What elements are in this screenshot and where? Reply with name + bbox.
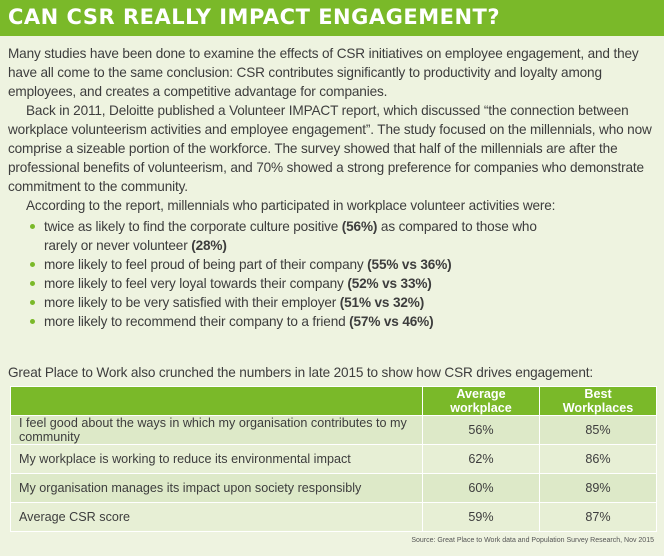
cell-best: 85% — [539, 415, 657, 445]
row-label: Average CSR score — [10, 502, 423, 532]
row-label: My organisation manages its impact upon … — [10, 473, 423, 503]
bullet-stat: (51% vs 32%) — [339, 295, 425, 310]
cell-average: 59% — [422, 502, 540, 532]
bullet-stat: (28%) — [191, 238, 227, 253]
row-label: I feel good about the ways in which my o… — [10, 415, 423, 445]
bullet-icon — [30, 281, 35, 286]
column-header: Best Workplaces — [539, 386, 657, 416]
bullet-icon — [30, 224, 35, 229]
bullet-stat: (52% vs 33%) — [347, 276, 432, 291]
bullet-stat: (55% vs 36%) — [367, 257, 452, 272]
table-intro: Great Place to Work also crunched the nu… — [8, 365, 593, 380]
bullet-text: more likely to be very satisfied with th… — [44, 295, 340, 310]
bullet-icon — [30, 319, 35, 324]
column-header: Average workplace — [422, 386, 540, 416]
source-note: Source: Great Place to Work data and Pop… — [411, 537, 654, 544]
bullet-text: more likely to recommend their company t… — [44, 314, 350, 329]
cell-average: 60% — [422, 473, 540, 503]
article-body: Many studies have been done to examine t… — [8, 44, 658, 331]
table-row: My workplace is working to reduce its en… — [10, 444, 657, 474]
list-item: more likely to feel proud of being part … — [30, 255, 550, 274]
list-item: more likely to be very satisfied with th… — [30, 293, 550, 312]
list-item: more likely to recommend their company t… — [30, 312, 550, 331]
cell-best: 89% — [539, 473, 657, 503]
bullet-text: more likely to feel very loyal towards t… — [44, 276, 348, 291]
findings-list: twice as likely to find the corporate cu… — [30, 217, 550, 331]
paragraph-intro: Many studies have been done to examine t… — [8, 46, 639, 99]
cell-average: 62% — [422, 444, 540, 474]
bullet-stat: (56%) — [341, 219, 378, 234]
paragraph-deloitte: Back in 2011, Deloitte published a Volun… — [8, 103, 652, 194]
engagement-table: Average workplace Best Workplaces I feel… — [10, 386, 657, 532]
cell-best: 86% — [539, 444, 657, 474]
cell-best: 87% — [539, 502, 657, 532]
cell-average: 56% — [422, 415, 540, 445]
bullet-text: as compared to those who rarely or never… — [44, 219, 537, 253]
bullet-icon — [30, 262, 35, 267]
table-row: I feel good about the ways in which my o… — [10, 415, 657, 445]
table-row: Average CSR score 59% 87% — [10, 502, 657, 532]
table-header-row: Average workplace Best Workplaces — [10, 386, 657, 416]
row-label: My workplace is working to reduce its en… — [10, 444, 423, 474]
list-item: more likely to feel very loyal towards t… — [30, 274, 550, 293]
title-banner: CAN CSR REALLY IMPACT ENGAGEMENT? — [0, 0, 664, 36]
page-title: CAN CSR REALLY IMPACT ENGAGEMENT? — [8, 5, 501, 29]
paragraph-report: According to the report, millennials who… — [26, 198, 556, 213]
list-item: twice as likely to find the corporate cu… — [30, 217, 550, 255]
bullet-text: twice as likely to find the corporate cu… — [44, 219, 342, 234]
bullet-text: more likely to feel proud of being part … — [44, 257, 368, 272]
bullet-icon — [30, 300, 35, 305]
bullet-stat: (57% vs 46%) — [349, 314, 434, 329]
column-header — [10, 386, 423, 416]
table-row: My organisation manages its impact upon … — [10, 473, 657, 503]
